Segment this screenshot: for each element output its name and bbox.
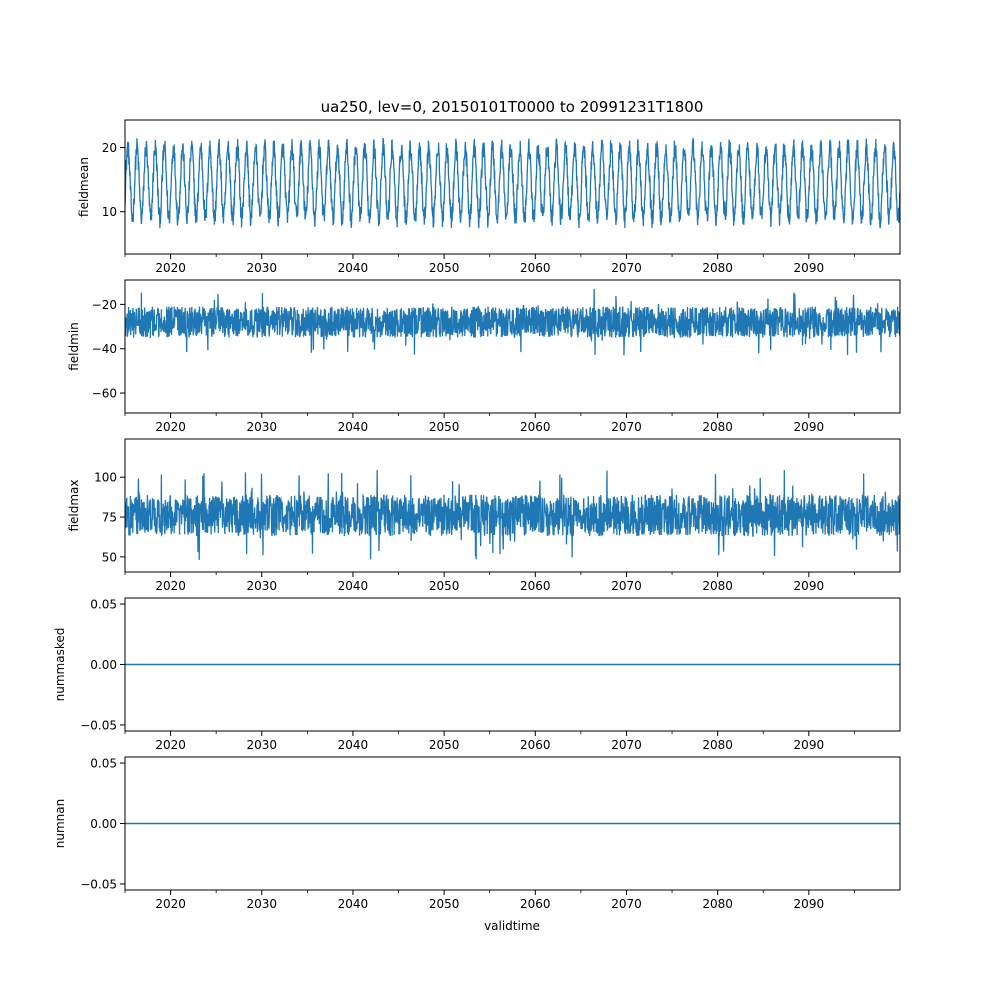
y-axis-label-nummasked: nummasked (53, 628, 67, 702)
y-axis-label-fieldmean: fieldmean (77, 157, 91, 217)
x-tick-label: 2080 (702, 261, 733, 275)
x-tick-label: 2060 (520, 579, 551, 593)
x-tick-label: 2030 (246, 261, 277, 275)
x-tick-label: 2040 (338, 261, 369, 275)
x-tick-label: 2080 (702, 420, 733, 434)
y-tick-label: −60 (92, 387, 117, 401)
series-line-fieldmin (125, 288, 900, 356)
x-tick-label: 2070 (611, 738, 642, 752)
x-tick-label: 2030 (246, 579, 277, 593)
x-tick-label: 2080 (702, 738, 733, 752)
y-tick-label: 75 (102, 511, 117, 525)
x-tick-label: 2030 (246, 420, 277, 434)
x-tick-label: 2090 (794, 897, 825, 911)
x-tick-label: 2050 (429, 579, 460, 593)
y-axis-label-fieldmin: fieldmin (67, 322, 81, 371)
x-tick-label: 2080 (702, 579, 733, 593)
y-tick-label: −20 (92, 298, 117, 312)
y-axis-label-numnan: numnan (53, 799, 67, 848)
subplot-fieldmax: 2020 2030 2040 2050 2060 2070 2080 2090 50 75 100 f… (67, 438, 901, 593)
x-tick-label: 2050 (429, 420, 460, 434)
y-tick-label: −0.05 (80, 718, 117, 732)
series-line-fieldmax (125, 470, 900, 560)
x-axis-label: validtime (484, 919, 540, 933)
x-tick-label: 2030 (246, 738, 277, 752)
x-tick-label: 2060 (520, 261, 551, 275)
axes-frame-fieldmax (124, 438, 901, 573)
y-axis-label-fieldmax: fieldmax (67, 479, 81, 531)
chart-title: ua250, lev=0, 20150101T0000 to 20991231T… (321, 98, 704, 116)
x-tick-label: 2050 (429, 738, 460, 752)
x-tick-label: 2090 (794, 579, 825, 593)
subplot-fieldmin: 2020 2030 2040 2050 2060 2070 2080 2090 −60 −40 −2… (67, 279, 901, 434)
subplot-numnan: 2020 2030 2040 2050 2060 2070 2080 2090 −0.05 0.0… (53, 756, 901, 911)
x-tick-label: 2050 (429, 897, 460, 911)
series-line-fieldmean (125, 137, 900, 229)
y-tick-label: −40 (92, 342, 117, 356)
subplots: 2020 2030 2040 2050 2060 2070 2080 2090 10 20 fiel… (53, 119, 901, 911)
x-tick-label: 2020 (155, 579, 186, 593)
y-tick-label: 10 (102, 205, 117, 219)
x-tick-label: 2090 (794, 261, 825, 275)
x-tick-label: 2020 (155, 420, 186, 434)
y-tick-label: 0.00 (90, 658, 117, 672)
x-tick-label: 2070 (611, 420, 642, 434)
x-tick-label: 2080 (702, 897, 733, 911)
x-tick-label: 2050 (429, 261, 460, 275)
x-tick-label: 2070 (611, 579, 642, 593)
x-tick-label: 2040 (338, 897, 369, 911)
y-tick-label: 20 (102, 141, 117, 155)
x-tick-label: 2030 (246, 897, 277, 911)
axes-frame-fieldmean (124, 119, 901, 255)
x-tick-label: 2040 (338, 420, 369, 434)
x-tick-label: 2040 (338, 738, 369, 752)
y-tick-label: 0.05 (90, 598, 117, 612)
x-tick-label: 2070 (611, 261, 642, 275)
subplot-nummasked: 2020 2030 2040 2050 2060 2070 2080 2090 −0.05 0.0… (53, 597, 901, 752)
x-tick-label: 2060 (520, 420, 551, 434)
x-tick-label: 2020 (155, 897, 186, 911)
axes-frame-fieldmin (124, 279, 901, 414)
x-tick-label: 2020 (155, 261, 186, 275)
y-tick-label: 0.00 (90, 817, 117, 831)
x-tick-label: 2020 (155, 738, 186, 752)
x-tick-label: 2090 (794, 738, 825, 752)
x-tick-label: 2090 (794, 420, 825, 434)
y-tick-label: 100 (94, 471, 117, 485)
subplot-fieldmean: 2020 2030 2040 2050 2060 2070 2080 2090 10 20 fiel… (77, 119, 901, 275)
y-tick-label: 50 (102, 550, 117, 564)
x-tick-label: 2070 (611, 897, 642, 911)
x-tick-label: 2060 (520, 738, 551, 752)
x-tick-label: 2040 (338, 579, 369, 593)
y-tick-label: 0.05 (90, 757, 117, 771)
x-tick-label: 2060 (520, 897, 551, 911)
y-tick-label: −0.05 (80, 877, 117, 891)
